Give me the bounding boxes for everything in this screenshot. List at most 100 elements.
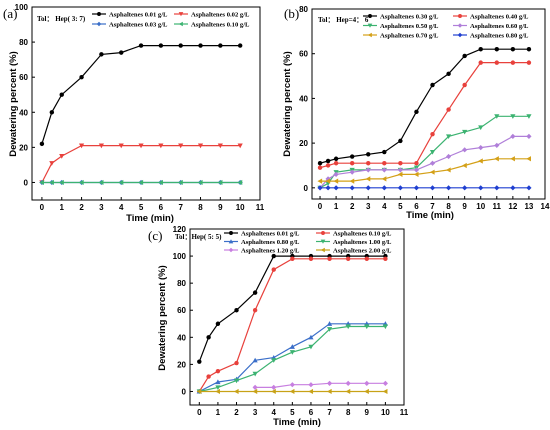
data-point bbox=[429, 149, 436, 155]
legend-item: Asphaltenes 1.00 g/L bbox=[316, 239, 392, 246]
data-point bbox=[510, 47, 516, 52]
x-tick-label: 12 bbox=[508, 202, 517, 211]
series-line bbox=[319, 115, 529, 189]
data-point bbox=[215, 368, 221, 374]
legend-item: Asphaltenes 0.80 g/L bbox=[453, 32, 529, 39]
x-tick-label: 10 bbox=[476, 202, 485, 211]
data-point bbox=[445, 185, 452, 191]
data-point bbox=[215, 379, 221, 385]
y-tick-label: 20 bbox=[299, 139, 308, 148]
data-point bbox=[290, 256, 295, 261]
legend-label: Asphaltenes 1.20 g/L bbox=[241, 247, 300, 254]
x-tick-label: 8 bbox=[446, 202, 451, 211]
x-tick-label: 9 bbox=[462, 202, 467, 211]
y-tick-label: 0 bbox=[182, 387, 187, 396]
data-point bbox=[429, 185, 436, 191]
y-tick-label: 0 bbox=[304, 184, 309, 193]
data-point bbox=[349, 169, 355, 175]
data-point bbox=[206, 374, 211, 379]
data-point bbox=[326, 380, 333, 386]
legend-item: Asphaltenes 1.20 g/L bbox=[224, 247, 300, 254]
data-point bbox=[79, 74, 84, 80]
data-point bbox=[118, 179, 124, 186]
data-point bbox=[397, 185, 403, 191]
x-tick-label: 6 bbox=[414, 202, 419, 211]
data-point bbox=[462, 129, 468, 135]
x-tick-label: 5 bbox=[398, 202, 403, 211]
annotation-a: Tol： Hep( 3: 7) bbox=[37, 15, 86, 23]
data-point bbox=[446, 71, 451, 77]
legend-item: Asphaltenes 0.01 g/L bbox=[92, 11, 168, 18]
series-b-2 bbox=[317, 114, 532, 191]
panel-label-a: (a) bbox=[3, 6, 17, 21]
data-point bbox=[526, 60, 532, 65]
data-point bbox=[317, 178, 323, 184]
data-point bbox=[271, 253, 276, 259]
x-tick-label: 1 bbox=[334, 202, 339, 211]
data-point bbox=[381, 185, 387, 191]
legend-item: Asphaltenes 0.01 g/L bbox=[224, 230, 300, 237]
data-point bbox=[478, 158, 483, 164]
data-point bbox=[289, 344, 295, 349]
legend-marker bbox=[458, 14, 462, 18]
data-point bbox=[382, 380, 388, 386]
data-point bbox=[39, 179, 44, 186]
x-tick-label: 2 bbox=[350, 202, 355, 211]
data-point bbox=[119, 50, 124, 55]
legend-label: Asphaltenes 0.80 g/L bbox=[470, 32, 529, 39]
y-axis-title-c: Dewatering percent (%) bbox=[157, 265, 168, 371]
data-point bbox=[413, 171, 419, 178]
data-point bbox=[478, 125, 484, 131]
y-tick-label: 100 bbox=[15, 3, 29, 12]
data-point bbox=[333, 171, 339, 178]
legend-item: Asphaltenes 0.60 g/L bbox=[453, 23, 529, 30]
y-axis-title-a: Dewatering percent (%) bbox=[8, 51, 19, 157]
data-point bbox=[215, 385, 221, 390]
data-point bbox=[397, 167, 403, 173]
series-line bbox=[41, 44, 241, 145]
legend-marker bbox=[229, 231, 233, 235]
y-tick-label: 80 bbox=[177, 279, 186, 288]
x-tick-label: 0 bbox=[40, 203, 45, 212]
chart-b: (b) Tol： Hep=4： 6 0 1 2 3 4 5 6 7 8 9 10 11 12 13 1402… bbox=[282, 5, 550, 221]
data-point bbox=[217, 143, 223, 149]
data-point bbox=[99, 52, 104, 57]
data-point bbox=[382, 149, 387, 155]
legend-label: Asphaltenes 0.60 g/L bbox=[470, 23, 529, 30]
data-point bbox=[138, 143, 144, 149]
legend-marker bbox=[320, 239, 326, 244]
data-point bbox=[349, 161, 355, 166]
plot-frame-b bbox=[311, 8, 546, 200]
data-point bbox=[326, 321, 333, 326]
data-point bbox=[462, 162, 467, 169]
y-axis-title-b: Dewatering percent (%) bbox=[282, 51, 293, 157]
legend-marker bbox=[97, 12, 101, 16]
data-point bbox=[382, 161, 387, 166]
data-point bbox=[206, 335, 211, 340]
legend-item: Asphaltenes 0.50 g/L bbox=[363, 23, 439, 30]
data-point bbox=[215, 321, 221, 326]
data-point bbox=[365, 176, 371, 182]
x-tick-label: 1 bbox=[60, 203, 65, 212]
data-point bbox=[197, 143, 204, 149]
data-point bbox=[381, 176, 387, 182]
x-tick-label: 9 bbox=[218, 203, 223, 212]
x-tick-label: 3 bbox=[99, 203, 104, 212]
data-point bbox=[382, 388, 388, 395]
data-point bbox=[349, 185, 355, 191]
data-point bbox=[325, 178, 331, 184]
legend-marker bbox=[367, 32, 372, 38]
data-point bbox=[462, 82, 467, 88]
legend-b: Asphaltenes 0.30 g/L Asphaltenes 0.40 g/L… bbox=[363, 13, 529, 39]
data-point bbox=[252, 371, 258, 377]
data-point bbox=[271, 267, 276, 272]
data-point bbox=[326, 327, 333, 332]
data-point bbox=[429, 169, 435, 175]
data-point bbox=[271, 358, 277, 363]
data-point bbox=[233, 378, 240, 384]
data-point bbox=[49, 110, 55, 115]
x-tick-label: 8 bbox=[346, 408, 351, 417]
data-point bbox=[317, 185, 323, 191]
